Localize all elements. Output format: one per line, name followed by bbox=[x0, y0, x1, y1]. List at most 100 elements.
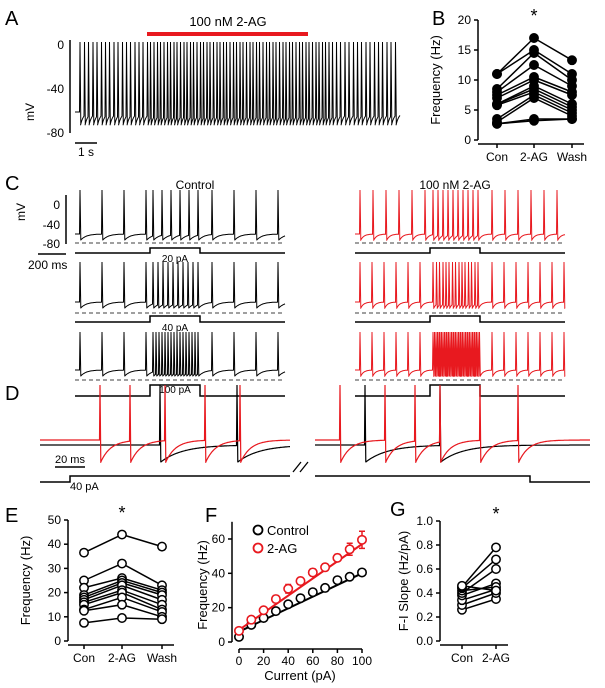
step-label: 40 pA bbox=[70, 481, 99, 493]
x-tick-label: 60 bbox=[306, 654, 320, 668]
data-point bbox=[491, 542, 501, 553]
current-step bbox=[75, 384, 285, 397]
current-step bbox=[315, 475, 590, 483]
y-tick-label: 15 bbox=[458, 43, 472, 57]
panel-label-f: F bbox=[205, 505, 217, 527]
y-tick: -40 bbox=[47, 82, 65, 96]
control-voltage-trace bbox=[75, 331, 286, 377]
y-tick-label: 10 bbox=[458, 73, 472, 87]
y-tick: -80 bbox=[43, 237, 61, 251]
x-tick-label: Wash bbox=[147, 651, 177, 665]
fit-line bbox=[238, 543, 363, 631]
drug-voltage-trace bbox=[315, 384, 590, 463]
data-point bbox=[529, 115, 539, 126]
panel-label-c: C bbox=[5, 173, 19, 195]
data-point bbox=[295, 593, 306, 604]
data-point bbox=[492, 118, 502, 129]
panel-d: 20 ms 40 pA bbox=[40, 384, 590, 493]
y-tick: 0 bbox=[53, 198, 60, 212]
x-tick-label: 0 bbox=[236, 654, 243, 668]
data-point bbox=[307, 587, 318, 598]
paired-line bbox=[461, 568, 497, 594]
y-axis-label: Frequency (Hz) bbox=[195, 540, 210, 630]
current-step bbox=[75, 315, 285, 323]
voltage-trace bbox=[75, 41, 401, 126]
paired-line bbox=[461, 585, 497, 592]
y-tick-label: 60 bbox=[212, 532, 226, 546]
data-point bbox=[79, 617, 89, 628]
step-label: 100 pA bbox=[159, 385, 191, 396]
significance-marker: * bbox=[530, 6, 537, 26]
y-tick-label: 5 bbox=[464, 103, 471, 117]
x-tick-label: Con bbox=[451, 651, 473, 665]
paired-line bbox=[461, 558, 497, 589]
panel-label-e: E bbox=[5, 505, 18, 527]
y-tick-label: 0 bbox=[218, 635, 225, 649]
drug-voltage-trace bbox=[355, 331, 566, 377]
y-tick-label: 0.8 bbox=[416, 538, 433, 552]
data-point bbox=[234, 625, 245, 636]
data-point bbox=[529, 60, 539, 70]
y-axis-label: mV bbox=[23, 103, 37, 121]
data-point bbox=[529, 33, 539, 43]
drug-voltage-trace bbox=[40, 384, 290, 463]
y-axis-label: mV bbox=[14, 203, 28, 221]
data-point bbox=[332, 575, 343, 586]
data-point bbox=[320, 562, 331, 573]
y-axis-label: Frequency (Hz) bbox=[18, 536, 33, 626]
data-point bbox=[307, 567, 318, 578]
data-point bbox=[492, 69, 502, 79]
data-point bbox=[492, 100, 502, 111]
y-tick-label: 20 bbox=[212, 601, 226, 615]
current-step bbox=[355, 315, 565, 323]
x-tick-label: Con bbox=[73, 651, 95, 665]
data-point bbox=[344, 571, 355, 582]
x-tick-label: 20 bbox=[257, 654, 271, 668]
data-point bbox=[283, 583, 294, 594]
current-step bbox=[75, 247, 285, 254]
x-axis-label: Current (pA) bbox=[264, 668, 336, 683]
paired-line bbox=[461, 598, 497, 611]
panel-c: Control 100 nM 2-AG mV 0 -40 -80 200 ms … bbox=[14, 178, 566, 397]
data-point bbox=[344, 544, 355, 555]
axis-break-icon bbox=[292, 461, 309, 473]
data-point bbox=[356, 567, 367, 578]
data-point bbox=[295, 576, 306, 587]
x-tick-label: 2-AG bbox=[520, 150, 548, 164]
scale-label: 200 ms bbox=[28, 258, 67, 272]
panel-label-g: G bbox=[390, 499, 406, 521]
data-point bbox=[117, 599, 127, 610]
x-tick-label: 2-AG bbox=[108, 651, 136, 665]
data-point bbox=[529, 93, 539, 103]
panel-label-b: B bbox=[432, 8, 445, 30]
step-label: 20 pA bbox=[162, 254, 188, 265]
y-tick-label: 10 bbox=[48, 610, 62, 624]
legend-marker bbox=[252, 542, 264, 554]
panel-b-chart: 0 5 10 15 20 Con 2-AG Wash Frequency (Hz) * bbox=[428, 6, 587, 164]
current-step bbox=[355, 247, 565, 254]
current-step bbox=[355, 384, 565, 397]
y-tick: -80 bbox=[47, 126, 65, 140]
legend-label: 2-AG bbox=[267, 541, 297, 556]
x-tick-label: 2-AG bbox=[482, 651, 510, 665]
control-voltage-trace bbox=[40, 384, 290, 463]
x-tick-label: 100 bbox=[352, 654, 372, 668]
panel-f-chart: 0 20 40 60 0 20 40 60 80 100 Frequency (Hz) Current… bbox=[195, 521, 372, 683]
control-voltage-trace bbox=[75, 189, 286, 241]
y-tick-label: 40 bbox=[212, 566, 226, 580]
y-axis-label: F-I Slope (Hz/pA) bbox=[396, 531, 411, 631]
y-tick-label: 0 bbox=[54, 634, 61, 648]
y-tick-label: 1.0 bbox=[416, 514, 433, 528]
x-tick-label: Wash bbox=[557, 150, 587, 164]
y-tick-label: 0 bbox=[464, 133, 471, 147]
legend-marker bbox=[252, 524, 264, 536]
y-tick-label: 20 bbox=[458, 13, 472, 27]
data-point bbox=[246, 614, 257, 625]
y-tick: 0 bbox=[57, 38, 64, 52]
data-point bbox=[157, 541, 167, 552]
y-axis-label: Frequency (Hz) bbox=[428, 35, 443, 125]
control-title: Control bbox=[176, 178, 215, 192]
y-tick: -40 bbox=[43, 218, 61, 232]
data-point bbox=[332, 552, 343, 563]
